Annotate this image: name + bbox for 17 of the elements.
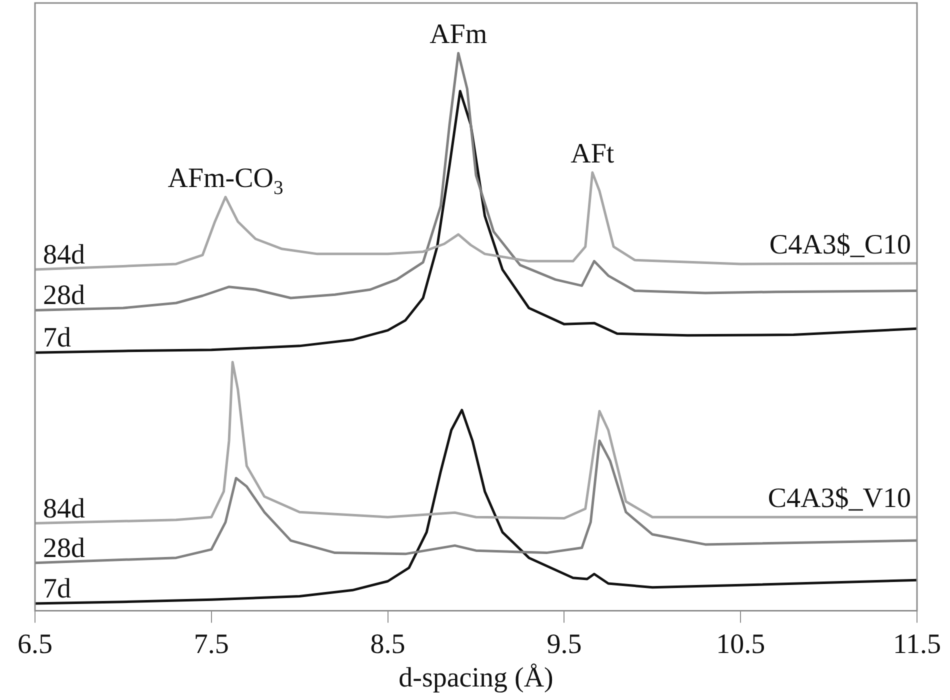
- annotation: C4A3$_V10: [768, 483, 912, 514]
- x-tick-label: 6.5: [18, 628, 52, 660]
- annotation: AFt: [570, 138, 614, 170]
- x-tick-label: 10.5: [716, 628, 766, 660]
- x-tick-label: 11.5: [893, 628, 941, 660]
- series-label: 7d: [43, 322, 71, 354]
- series-label: 28d: [43, 532, 85, 564]
- x-axis-title: d-spacing (Å): [398, 662, 554, 694]
- annotation: C4A3$_C10: [769, 229, 912, 260]
- series-label: 84d: [43, 240, 85, 271]
- x-tick-label: 9.5: [546, 628, 582, 660]
- series-label: 84d: [43, 493, 85, 524]
- x-tick-label: 7.5: [194, 628, 229, 660]
- series-label: 28d: [43, 280, 85, 312]
- series-label: 7d: [43, 574, 71, 605]
- annotation: AFm: [430, 19, 488, 50]
- x-tick-label: 8.5: [370, 628, 406, 660]
